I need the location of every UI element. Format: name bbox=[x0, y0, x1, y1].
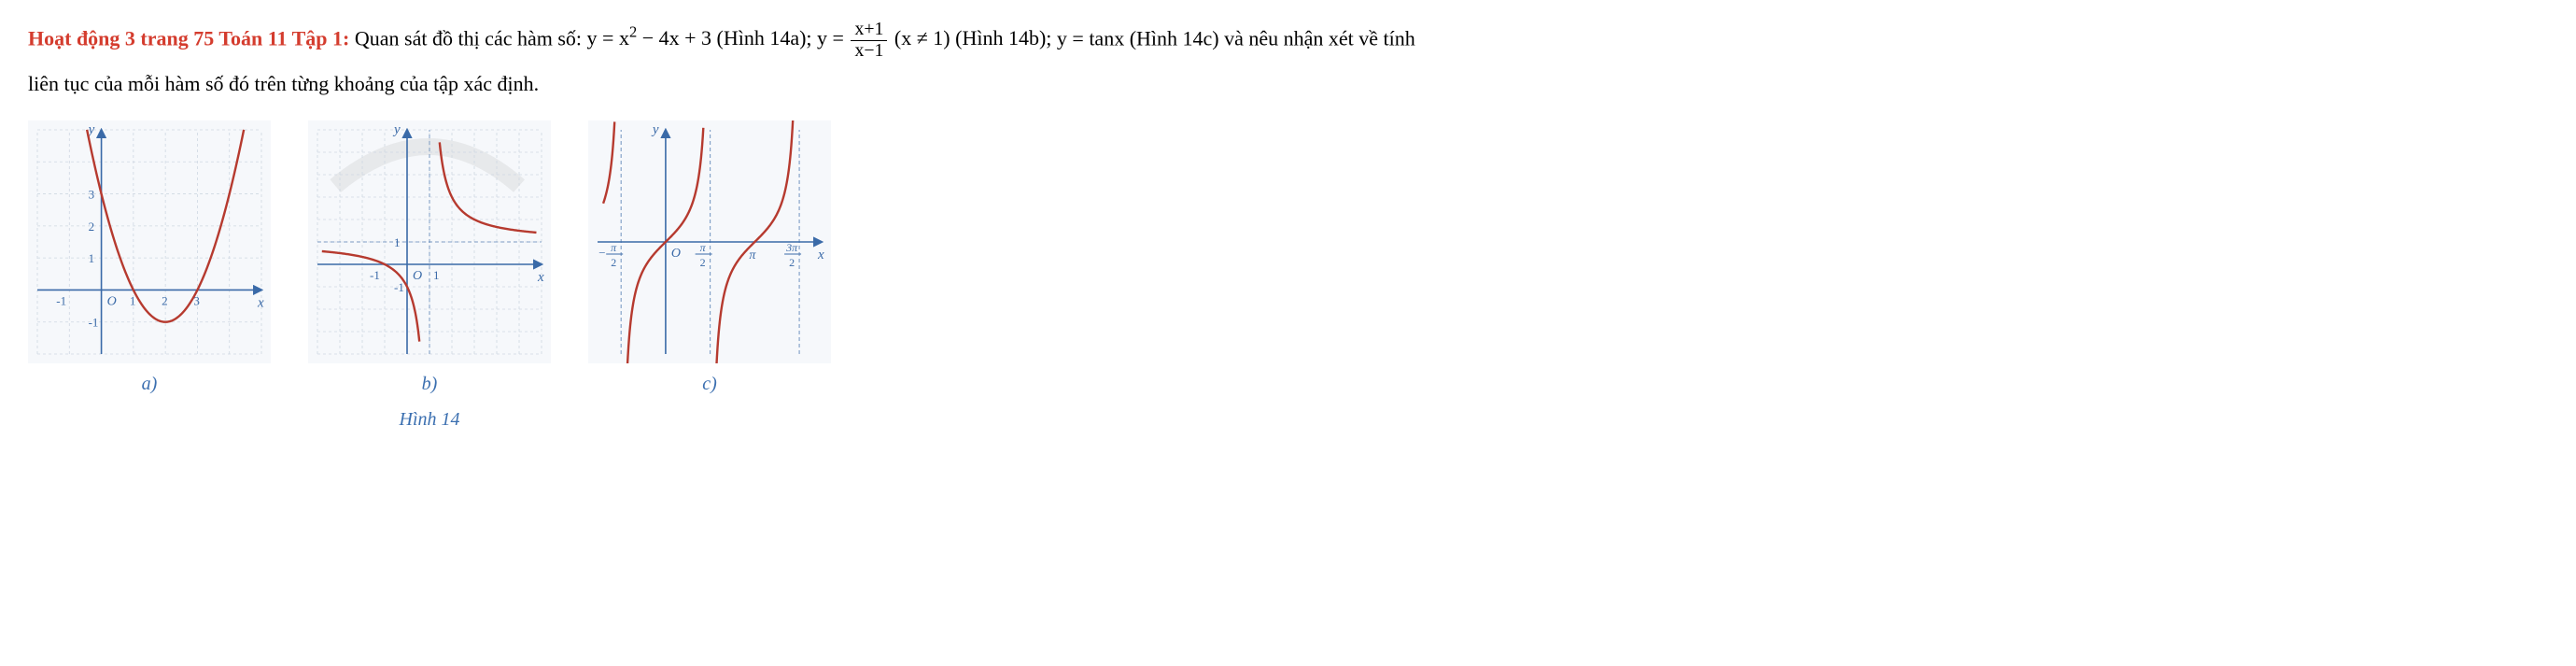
subfig-a-label: a) bbox=[142, 367, 158, 401]
svg-text:x: x bbox=[257, 296, 264, 311]
svg-text:π: π bbox=[611, 241, 617, 254]
svg-text:2: 2 bbox=[162, 294, 168, 308]
svg-text:3π: 3π bbox=[785, 241, 798, 254]
svg-text:y: y bbox=[651, 122, 659, 137]
svg-text:3: 3 bbox=[89, 188, 95, 202]
svg-text:π: π bbox=[749, 248, 756, 262]
subfig-b-label: b) bbox=[422, 367, 438, 401]
svg-text:O: O bbox=[413, 269, 422, 283]
svg-text:O: O bbox=[671, 247, 681, 261]
chart-b: y x O -1 1 -1 1 bbox=[308, 120, 551, 363]
subfig-c: yxO−π2π2π3π2 c) bbox=[588, 120, 831, 401]
svg-text:x: x bbox=[537, 270, 544, 285]
svg-text:-1: -1 bbox=[370, 268, 380, 282]
svg-text:2: 2 bbox=[700, 256, 706, 269]
svg-text:−: − bbox=[598, 246, 605, 260]
figure-caption: Hình 14 bbox=[400, 403, 460, 436]
lead-text: Quan sát đồ thị các hàm số: bbox=[355, 26, 587, 50]
svg-text:-1: -1 bbox=[56, 294, 66, 308]
eq1: y = x2 − 4x + 3 (Hình 14a); bbox=[587, 26, 818, 50]
svg-text:2: 2 bbox=[789, 256, 795, 269]
svg-text:1: 1 bbox=[433, 268, 440, 282]
svg-text:1: 1 bbox=[394, 235, 401, 249]
activity-label: Hoạt động 3 trang 75 Toán 11 Tập 1: bbox=[28, 26, 349, 50]
svg-text:-1: -1 bbox=[89, 316, 99, 330]
prompt-line-2: liên tục của mỗi hàm số đó trên từng kho… bbox=[28, 65, 2548, 103]
fraction: x+1 x−1 bbox=[851, 20, 887, 62]
figure-row: yxO-1123-1123 a) yxO-11-11 b) Hình 14 yx… bbox=[28, 120, 2548, 436]
svg-text:π: π bbox=[700, 241, 707, 254]
svg-text:1: 1 bbox=[130, 294, 136, 308]
svg-text:2: 2 bbox=[611, 256, 616, 269]
svg-text:2: 2 bbox=[89, 220, 95, 234]
svg-text:x: x bbox=[817, 248, 824, 262]
eq2: y = x+1 x−1 (x ≠ 1) (Hình 14b); bbox=[817, 26, 1057, 50]
prompt-line-1: Hoạt động 3 trang 75 Toán 11 Tập 1: Quan… bbox=[28, 19, 2548, 62]
subfig-c-label: c) bbox=[702, 367, 717, 401]
eq3: y = tanx (Hình 14c) và nêu nhận xét về t… bbox=[1057, 26, 1415, 50]
subfig-b: y x O -1 1 -1 1 b) Hình 14 bbox=[308, 120, 551, 436]
chart-c: yxO−π2π2π3π2 bbox=[588, 120, 831, 363]
svg-text:y: y bbox=[392, 122, 401, 137]
chart-a: yxO-1123-1123 bbox=[28, 120, 271, 363]
subfig-a: yxO-1123-1123 a) bbox=[28, 120, 271, 401]
svg-text:1: 1 bbox=[89, 251, 95, 265]
svg-text:-1: -1 bbox=[394, 280, 404, 294]
svg-text:O: O bbox=[107, 295, 117, 309]
